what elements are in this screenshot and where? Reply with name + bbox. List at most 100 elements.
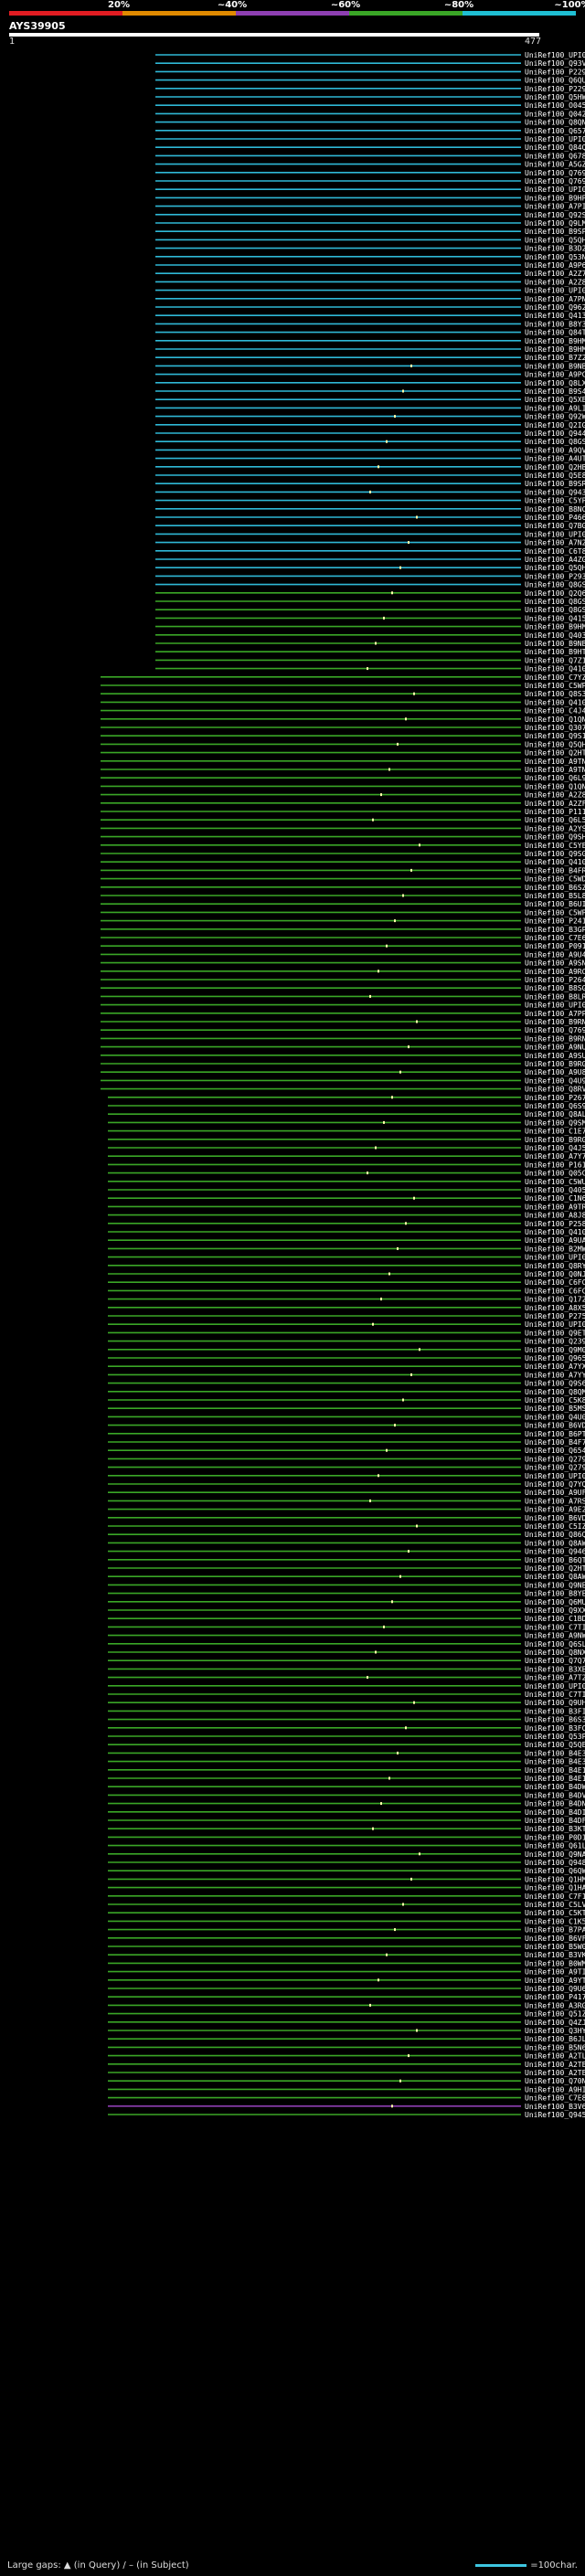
hit-label[interactable]: UniRef100_Q53P16 [525,1733,585,1741]
hit-label[interactable]: UniRef100_Q61L01 [525,1842,585,1850]
hit-label[interactable]: UniRef100_A9PCA4 [525,371,585,379]
hit-label[interactable]: UniRef100_Q9S1K2 [525,732,585,740]
hit-label[interactable]: UniRef100_Q2IGZ9 [525,421,585,429]
hit-label[interactable]: UniRef100_B5N6A2 [525,2043,585,2051]
hit-label[interactable]: UniRef100_Q7Q7Y8 [525,1657,585,1665]
hit-label[interactable]: UniRef100_Q41374 [525,312,585,320]
hit-label[interactable]: UniRef100_A9UF68 [525,1489,585,1497]
hit-label[interactable]: UniRef100_A9QV17 [525,446,585,454]
hit-label[interactable]: UniRef100_B3FC98 [525,1724,585,1733]
hit-label[interactable]: UniRef100_Q92WP3 [525,413,585,421]
hit-label[interactable]: UniRef100_B6VDI0 [525,1422,585,1430]
hit-label[interactable]: UniRef100_A2ZF40 [525,800,585,808]
hit-label[interactable]: UniRef100_Q6L509 [525,816,585,824]
hit-label[interactable]: UniRef100_B3VK69 [525,1951,585,1959]
hit-label[interactable]: UniRef100_B6UIE4 [525,900,585,908]
hit-label[interactable]: UniRef100_Q943K7 [525,488,585,496]
hit-label[interactable]: UniRef100_A9TI76 [525,1968,585,1977]
hit-label[interactable]: UniRef100_Q5QHT3 [525,564,585,572]
hit-label[interactable]: UniRef100_P26413 [525,976,585,984]
hit-label[interactable]: UniRef100_Q1QNW1 [525,716,585,724]
hit-label[interactable]: UniRef100_C5WPF7 [525,682,585,690]
hit-label[interactable]: UniRef100_Q9SMV9 [525,1118,585,1127]
hit-label[interactable]: UniRef100_C7E8R8 [525,2094,585,2103]
hit-label[interactable]: UniRef100_B9RNW5 [525,1034,585,1043]
hit-label[interactable]: UniRef100_A9UAN2 [525,1236,585,1245]
hit-label[interactable]: UniRef100_B7PAH6 [525,1926,585,1935]
hit-label[interactable]: UniRef100_Q65719 [525,127,585,135]
hit-label[interactable]: UniRef100_A9YT30 [525,1977,585,1985]
hit-label[interactable]: UniRef100_Q86QM8 [525,1531,585,1539]
hit-label[interactable]: UniRef100_Q9LMA8 [525,219,585,228]
hit-label[interactable]: UniRef100_B9HPN7 [525,194,585,202]
hit-label[interactable]: UniRef100_A7PNN3 [525,295,585,303]
hit-label[interactable]: UniRef100_B4E119 [525,1775,585,1783]
hit-label[interactable]: UniRef100_B3KTT5 [525,1825,585,1833]
hit-label[interactable]: UniRef100_UPI000... [525,186,585,194]
hit-label[interactable]: UniRef100_P24188 [525,917,585,926]
hit-label[interactable]: UniRef100_B9RGN3 [525,1136,585,1144]
hit-label[interactable]: UniRef100_UPI000... [525,1254,585,1262]
hit-label[interactable]: UniRef100_B3V657 [525,2103,585,2111]
hit-label[interactable]: UniRef100_C4J410 [525,707,585,716]
hit-label[interactable]: UniRef100_Q05CL1 [525,1170,585,1178]
hit-label[interactable]: UniRef100_Q4J532 [525,1144,585,1152]
hit-label[interactable]: UniRef100_B6QT93 [525,1556,585,1564]
hit-label[interactable]: UniRef100_Q92S95 [525,211,585,219]
hit-label[interactable]: UniRef100_Q8AWW3 [525,1539,585,1547]
hit-label[interactable]: UniRef100_B4E126 [525,1766,585,1775]
hit-label[interactable]: UniRef100_C5KTH9 [525,1909,585,1917]
hit-label[interactable]: UniRef100_Q1QNW9 [525,782,585,790]
hit-label[interactable]: UniRef100_P22953 [525,68,585,76]
hit-label[interactable]: UniRef100_Q96541 [525,1354,585,1362]
hit-label[interactable]: UniRef100_A7YY32 [525,1371,585,1379]
hit-label[interactable]: UniRef100_B7Z242 [525,354,585,362]
hit-label[interactable]: UniRef100_A7Y710 [525,1152,585,1161]
hit-label[interactable]: UniRef100_Q769C6 [525,169,585,177]
hit-label[interactable]: UniRef100_C5LVX7 [525,1901,585,1909]
hit-label[interactable]: UniRef100_Q944E7 [525,429,585,438]
hit-label[interactable]: UniRef100_Q9U639 [525,1985,585,1993]
hit-label[interactable]: UniRef100_A5GZ23 [525,161,585,169]
hit-label[interactable]: UniRef100_Q8GSN4 [525,438,585,446]
hit-label[interactable]: UniRef100_B9HTJ7 [525,648,585,656]
hit-label[interactable]: UniRef100_B4DVU9 [525,1791,585,1799]
hit-label[interactable]: UniRef100_Q4U0F3 [525,1413,585,1421]
hit-label[interactable]: UniRef100_Q6L9F6 [525,774,585,782]
hit-label[interactable]: UniRef100_Q8RVV9 [525,1086,585,1094]
hit-label[interactable]: UniRef100_B6S321 [525,1716,585,1724]
hit-label[interactable]: UniRef100_Q40323 [525,631,585,640]
hit-label[interactable]: UniRef100_A9TNR9 [525,766,585,774]
hit-label[interactable]: UniRef100_B4DI39 [525,1808,585,1817]
hit-label[interactable]: UniRef100_Q7BGE7 [525,522,585,530]
hit-label[interactable]: UniRef100_A3RGT9 [525,2001,585,2009]
hit-label[interactable]: UniRef100_Q2HT97 [525,749,585,758]
hit-label[interactable]: UniRef100_P09189 [525,942,585,950]
hit-label[interactable]: UniRef100_UPI000... [525,1682,585,1691]
hit-label[interactable]: UniRef100_Q1HAU6 [525,1884,585,1892]
hit-label[interactable]: UniRef100_Q8RY44 [525,1262,585,1270]
hit-label[interactable]: UniRef100_Q6QWH4 [525,1867,585,1875]
hit-label[interactable]: UniRef100_B3GPH1 [525,926,585,934]
hit-label[interactable]: UniRef100_P27541 [525,1312,585,1320]
hit-label[interactable]: UniRef100_B3XEX6 [525,1665,585,1673]
hit-label[interactable]: UniRef100_Q8GSN3 [525,581,585,589]
hit-label[interactable]: UniRef100_B6JLW7 [525,2035,585,2043]
hit-label[interactable]: UniRef100_Q8S3V2 [525,690,585,698]
hit-label[interactable]: UniRef100_P22954 [525,85,585,93]
hit-label[interactable]: UniRef100_A9LIX0 [525,404,585,412]
hit-label[interactable]: UniRef100_Q70N60 [525,2077,585,2085]
hit-label[interactable]: UniRef100_Q769C4 [525,177,585,186]
hit-label[interactable]: UniRef100_A9U4N3 [525,950,585,959]
hit-label[interactable]: UniRef100_B9SRI3 [525,480,585,488]
hit-label[interactable]: UniRef100_B9NBF4 [525,362,585,370]
hit-label[interactable]: UniRef100_Q5HWN1 [525,93,585,101]
hit-label[interactable]: UniRef100_B6SZ69 [525,884,585,892]
hit-label[interactable]: UniRef100_A9E2W2 [525,1506,585,1514]
hit-label[interactable]: UniRef100_Q5QHT4 [525,236,585,244]
hit-label[interactable]: UniRef100_Q41017 [525,665,585,673]
hit-label[interactable]: UniRef100_B9RNW6 [525,1018,585,1026]
hit-label[interactable]: UniRef100_A8J8U4 [525,1212,585,1220]
hit-label[interactable]: UniRef100_Q307Q5 [525,724,585,732]
hit-label[interactable]: UniRef100_C5IZN4 [525,1522,585,1531]
